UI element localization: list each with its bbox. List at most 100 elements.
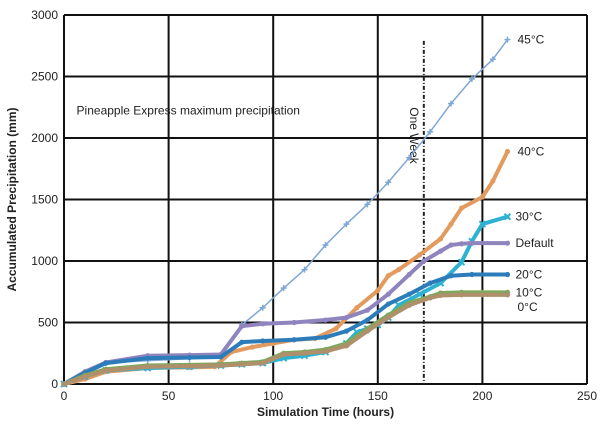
point-20-c — [186, 354, 193, 361]
point-0-c — [61, 381, 67, 387]
point-45-c — [385, 179, 392, 186]
point-mark — [436, 279, 445, 287]
point-45-c — [489, 56, 496, 63]
point-0-c — [504, 292, 511, 298]
point-20-c — [239, 339, 245, 345]
x-tick-label: 150 — [368, 389, 388, 403]
y-tick-label: 500 — [38, 316, 58, 330]
series-line-20-c — [62, 272, 510, 386]
point-0-c — [437, 292, 444, 299]
point-0-c — [239, 361, 245, 367]
point-default — [291, 319, 297, 326]
series-label-default: Default — [516, 236, 555, 250]
point-45-c — [301, 266, 308, 273]
point-mark — [503, 213, 512, 221]
one-week-marker: One Week — [407, 40, 425, 384]
point-45-c — [364, 201, 371, 208]
point-0-c — [186, 363, 193, 369]
point-0-c — [343, 343, 350, 349]
point-0-c — [145, 364, 151, 370]
y-tick-label: 1500 — [31, 193, 58, 207]
x-tick-label: 0 — [61, 389, 68, 403]
point-45-c — [427, 128, 434, 135]
point-0-c — [322, 348, 329, 355]
x-tick-label: 50 — [162, 389, 176, 403]
point-0-c — [103, 367, 109, 374]
point-0-c — [479, 292, 485, 298]
point-0-c — [364, 328, 370, 334]
point-default — [421, 258, 427, 264]
point-30-c — [415, 290, 424, 298]
series-line-45-c — [63, 38, 509, 385]
grid — [63, 14, 588, 385]
point-45-c — [343, 221, 350, 228]
point-default — [437, 248, 444, 254]
point-45-c — [504, 36, 511, 43]
point-20-c — [427, 280, 433, 286]
series-group — [60, 36, 512, 388]
point-20-c — [343, 328, 350, 334]
point-0-c — [218, 362, 224, 369]
x-tick-label: 200 — [472, 389, 492, 403]
point-40-c — [333, 326, 339, 332]
point-20-c — [364, 317, 370, 323]
point-45-c — [322, 242, 329, 249]
series-label-30-c: 30°C — [516, 210, 543, 224]
point-0-c — [385, 314, 391, 321]
point-default — [322, 317, 329, 323]
point-default — [385, 291, 391, 297]
point-20-c — [322, 334, 329, 340]
point-40-c — [417, 252, 423, 258]
point-40-c — [458, 205, 465, 211]
series-label-10-c: 10°C — [516, 285, 543, 299]
point-45-c — [468, 75, 475, 82]
y-tick-label: 0 — [51, 377, 58, 391]
point-default — [458, 241, 465, 247]
point-20-c — [103, 360, 109, 366]
y-tick-label: 2500 — [31, 70, 58, 84]
point-mark — [457, 258, 466, 266]
series-label-45-c: 45°C — [518, 33, 545, 47]
point-40-c — [249, 344, 255, 350]
point-20-c — [406, 291, 412, 297]
point-45-c — [406, 154, 413, 161]
point-40-c — [504, 148, 511, 155]
point-0-c — [82, 374, 88, 380]
point-20-c — [218, 354, 224, 360]
point-default — [260, 321, 266, 327]
series-labels: 45°C 40°C 30°C Default 20°C 10°C0°C — [516, 33, 555, 314]
point-default — [364, 307, 370, 313]
point-mark — [395, 301, 403, 309]
point-30-c — [503, 213, 512, 221]
point-45-c — [448, 100, 455, 107]
series-label-40-c: 40°C — [518, 145, 545, 159]
point-0-c — [458, 292, 465, 298]
y-tick-label: 3000 — [31, 8, 58, 22]
chart-annotation: Pineapple Express maximum precipitation — [77, 104, 300, 118]
point-30-c — [457, 258, 466, 266]
point-40-c — [437, 236, 444, 242]
point-30-c — [478, 220, 487, 228]
point-20-c — [448, 273, 454, 279]
point-40-c — [479, 194, 485, 200]
point-20-c — [469, 271, 475, 278]
point-20-c — [260, 338, 266, 344]
point-20-c — [504, 271, 511, 278]
x-tick-label: 100 — [263, 389, 283, 403]
point-40-c — [385, 273, 391, 279]
point-20-c — [291, 337, 297, 343]
point-default — [343, 314, 350, 321]
point-default — [239, 323, 245, 329]
point-0-c — [427, 295, 433, 301]
point-0-c — [260, 360, 266, 366]
point-20-c — [385, 301, 391, 307]
point-45-c — [259, 304, 266, 311]
point-0-c — [301, 350, 308, 356]
y-axis-title: Accumulated Precipitation (mm) — [5, 107, 19, 291]
point-default — [504, 240, 511, 246]
point-default — [469, 240, 475, 246]
point-default — [448, 242, 454, 248]
point-mark — [353, 328, 361, 337]
